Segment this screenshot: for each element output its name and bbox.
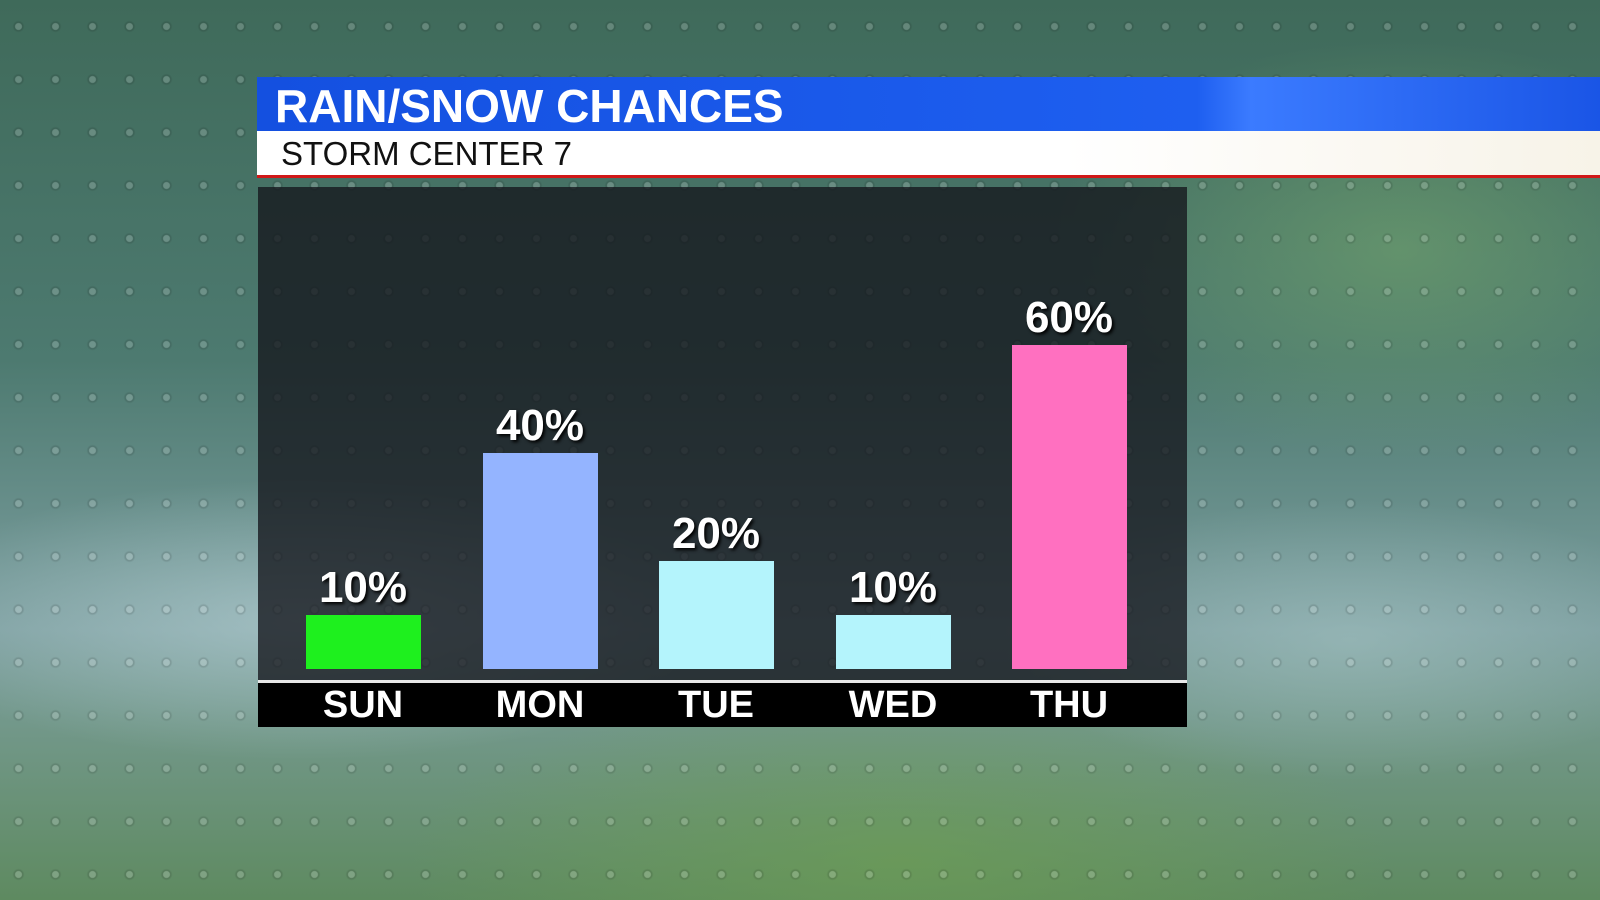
value-label-tue: 20% [671,509,761,558]
bar-sun [306,615,421,669]
value-label-mon: 40% [495,401,585,450]
baseline [258,680,1187,683]
bar-mon [483,453,598,669]
value-label-sun: 10% [318,563,408,612]
chart-panel: 10% SUN 40% MON 20% TUE 10% WED 60% THU [258,187,1187,727]
bar-thu [1012,345,1127,669]
category-label-sun: SUN [322,684,404,726]
bar-tue [659,561,774,669]
category-label-thu: THU [1029,684,1109,726]
bar-wed [836,615,951,669]
title-bar: RAIN/SNOW CHANCES [257,77,1600,132]
category-label-mon: MON [495,684,585,726]
day-label-strip [258,683,1187,727]
station-name: STORM CENTER 7 [281,135,572,172]
value-label-wed: 10% [848,563,938,612]
subtitle-bar: STORM CENTER 7 [257,131,1600,178]
value-label-thu: 60% [1024,293,1114,342]
category-label-tue: TUE [678,684,754,726]
category-label-wed: WED [848,684,938,726]
chart-title: RAIN/SNOW CHANCES [275,80,784,132]
